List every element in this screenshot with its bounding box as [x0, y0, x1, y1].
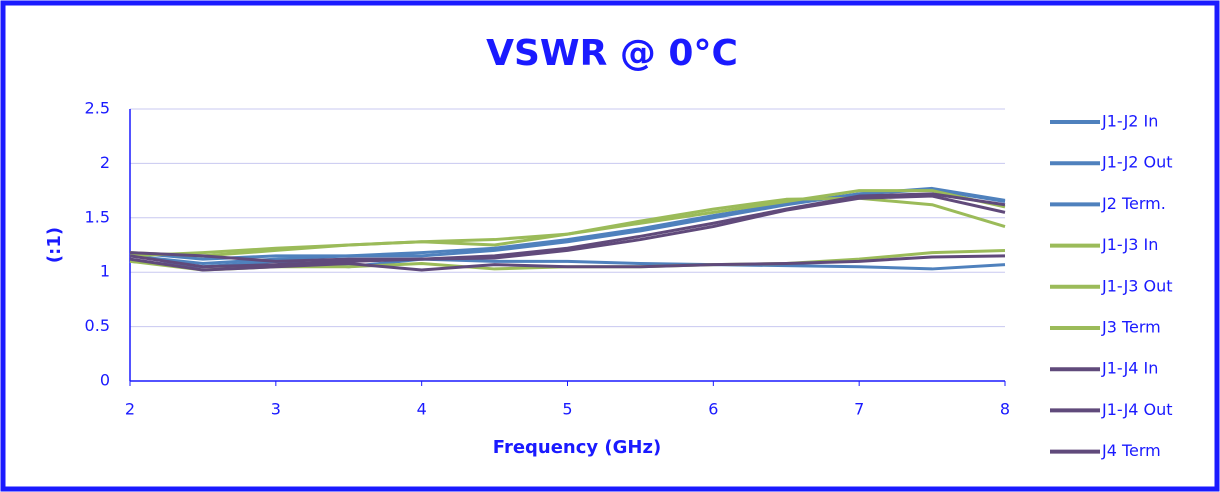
x-tick-label: 6: [708, 400, 718, 419]
legend-label: J1-J2 In: [1101, 112, 1158, 131]
chart-title: VSWR @ 0°C: [486, 33, 738, 74]
series-line: [129, 194, 1006, 263]
y-axis-label: (:1): [44, 227, 65, 263]
series-line: [129, 192, 1006, 269]
legend-label: J1-J2 Out: [1101, 153, 1173, 172]
x-tick-label: 5: [562, 400, 572, 419]
y-tick-label: 2.5: [85, 99, 110, 118]
x-tick-label: 3: [271, 400, 281, 419]
legend-label: J1-J4 Out: [1101, 400, 1173, 419]
x-axis-label: Frequency (GHz): [493, 437, 661, 458]
legend-label: J2 Term.: [1101, 194, 1166, 213]
x-tick-label: 2: [125, 400, 135, 419]
series-line: [129, 186, 1006, 261]
x-tick-label: 4: [417, 400, 427, 419]
y-tick-label: 0: [100, 371, 110, 390]
series-line: [129, 254, 1006, 272]
x-tick-label: 8: [1000, 400, 1010, 419]
y-tick-label: 1: [100, 262, 110, 281]
y-tick-label: 0.5: [85, 316, 110, 335]
legend-label: J1-J3 In: [1101, 235, 1158, 254]
legend-label: J4 Term: [1101, 441, 1161, 460]
y-tick-label: 1.5: [85, 207, 110, 226]
y-tick-label: 2: [100, 153, 110, 172]
legend-label: J1-J4 In: [1101, 359, 1158, 378]
x-tick-label: 7: [854, 400, 864, 419]
legend-label: J1-J3 Out: [1101, 276, 1173, 295]
legend-label: J3 Term: [1101, 318, 1161, 337]
